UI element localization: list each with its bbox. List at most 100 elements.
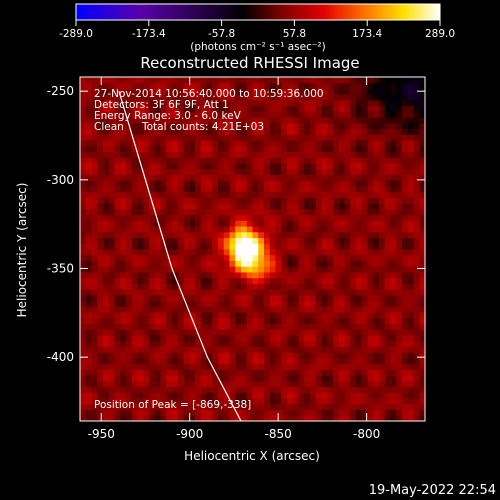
heatmap-cell <box>212 163 219 170</box>
heatmap-cell <box>333 99 340 107</box>
heatmap-cell <box>183 134 190 141</box>
heatmap-cell <box>292 94 299 101</box>
heatmap-cell <box>264 220 271 227</box>
heatmap-cell <box>327 197 334 204</box>
heatmap-cell <box>390 237 397 244</box>
heatmap-cell <box>344 363 351 370</box>
heatmap-cell <box>298 329 305 336</box>
heatmap-cell <box>344 99 351 107</box>
heatmap-cell <box>91 94 98 101</box>
heatmap-cell <box>350 386 357 393</box>
heatmap-cell <box>356 151 363 158</box>
heatmap-cell <box>114 294 121 302</box>
heatmap-cell <box>177 180 184 187</box>
heatmap-cell <box>97 140 104 147</box>
heatmap-cell <box>402 329 409 336</box>
heatmap-cell <box>413 260 420 267</box>
heatmap-cell <box>390 323 397 330</box>
heatmap-cell <box>361 231 368 239</box>
heatmap-cell <box>338 140 345 147</box>
heatmap-cell <box>212 174 219 181</box>
heatmap-cell <box>195 306 202 313</box>
heatmap-cell <box>137 105 144 112</box>
info-time: 27-Nov-2014 10:56:40.000 to 10:59:36.000 <box>94 88 324 100</box>
heatmap-cell <box>189 386 196 393</box>
heatmap-cell <box>212 203 219 210</box>
heatmap-cell <box>333 134 340 141</box>
heatmap-cell <box>223 168 230 175</box>
heatmap-cell <box>85 99 92 107</box>
heatmap-cell <box>235 105 242 112</box>
heatmap-cell <box>264 289 271 296</box>
heatmap-cell <box>396 191 403 198</box>
heatmap-cell <box>143 220 150 227</box>
heatmap-cell <box>97 289 104 296</box>
heatmap-cell <box>384 398 391 405</box>
heatmap-cell <box>264 99 271 107</box>
heatmap-cell <box>298 266 305 273</box>
heatmap-cell <box>275 220 282 227</box>
heatmap-cell <box>223 249 230 256</box>
heatmap-cell <box>172 398 179 405</box>
heatmap-cell <box>229 151 236 158</box>
heatmap-cell <box>379 249 386 256</box>
heatmap-cell <box>419 294 425 302</box>
heatmap-cell <box>149 117 156 124</box>
heatmap-cell <box>218 185 225 193</box>
heatmap-cell <box>235 88 242 95</box>
heatmap-cell <box>218 300 225 307</box>
heatmap-cell <box>166 243 173 250</box>
heatmap-cell <box>212 122 219 130</box>
heatmap-cell <box>419 369 425 376</box>
heatmap-cell <box>281 99 288 107</box>
heatmap-cell <box>235 163 242 170</box>
heatmap-cell <box>149 151 156 158</box>
heatmap-cell <box>108 134 115 141</box>
heatmap-cell <box>402 266 409 273</box>
heatmap-cell <box>154 99 161 107</box>
heatmap-cell <box>246 180 253 187</box>
heatmap-cell <box>264 415 271 421</box>
heatmap-cell <box>350 283 357 290</box>
heatmap-cell <box>356 323 363 330</box>
heatmap-cell <box>137 294 144 302</box>
heatmap-cell <box>298 375 305 382</box>
heatmap-cell <box>384 185 391 193</box>
heatmap-cell <box>91 283 98 290</box>
heatmap-cell <box>396 294 403 302</box>
heatmap-cell <box>413 340 420 347</box>
heatmap-cell <box>183 243 190 250</box>
heatmap-cell <box>344 151 351 158</box>
heatmap-cell <box>229 340 236 347</box>
heatmap-cell <box>333 203 340 210</box>
heatmap-cell <box>413 312 420 319</box>
heatmap-cell <box>97 134 104 141</box>
heatmap-cell <box>120 168 127 175</box>
heatmap-cell <box>321 180 328 187</box>
heatmap-cell <box>281 363 288 370</box>
heatmap-cell <box>419 157 425 164</box>
heatmap-cell <box>252 335 259 342</box>
heatmap-cell <box>310 357 317 365</box>
heatmap-cell <box>143 346 150 353</box>
heatmap-cell <box>80 335 87 342</box>
heatmap-cell <box>315 392 322 399</box>
heatmap-cell <box>407 163 414 170</box>
heatmap-cell <box>344 392 351 399</box>
heatmap-cell <box>367 357 374 365</box>
heatmap-cell <box>229 283 236 290</box>
heatmap-cell <box>97 260 104 267</box>
heatmap-cell <box>189 203 196 210</box>
heatmap-cell <box>212 386 219 393</box>
heatmap-cell <box>304 214 311 221</box>
heatmap-cell <box>315 317 322 325</box>
heatmap-cell <box>114 403 121 411</box>
heatmap-cell <box>160 191 167 198</box>
heatmap-cell <box>131 300 138 307</box>
chart-title: Reconstructed RHESSI Image <box>140 54 359 72</box>
heatmap-cell <box>229 323 236 330</box>
heatmap-cell <box>367 271 374 279</box>
heatmap-cell <box>166 88 173 95</box>
heatmap-cell <box>114 208 121 216</box>
heatmap-cell <box>321 380 328 388</box>
